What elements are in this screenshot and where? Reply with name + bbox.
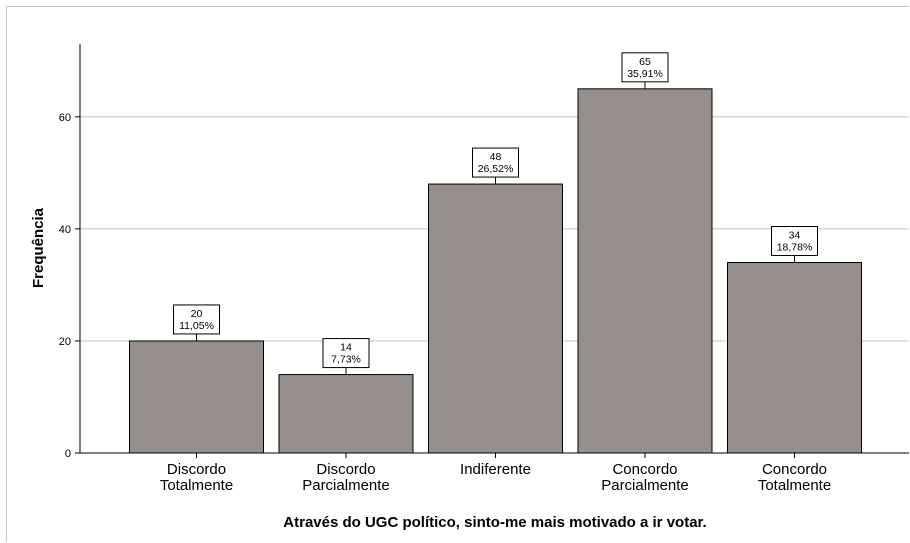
x-tick-label: Concordo xyxy=(762,461,827,478)
y-tick-label: 40 xyxy=(59,224,71,236)
x-tick-label: Parcialmente xyxy=(601,477,689,494)
bars xyxy=(129,88,862,454)
data-label-count: 65 xyxy=(639,56,651,68)
x-tick-label: Indiferente xyxy=(460,461,531,478)
x-axis-title: Através do UGC político, sinto-me mais m… xyxy=(283,514,706,531)
data-label-percent: 11,05% xyxy=(179,320,214,332)
x-tick-label: Totalmente xyxy=(160,477,233,494)
bar xyxy=(278,374,414,454)
data-label-box xyxy=(771,226,818,257)
data-label-percent: 18,78% xyxy=(777,242,813,254)
bar xyxy=(129,340,264,454)
bar xyxy=(428,183,563,454)
bar xyxy=(727,262,862,454)
y-tick-label: 0 xyxy=(65,448,71,460)
y-tick-label: 20 xyxy=(59,336,71,348)
data-label-box xyxy=(621,52,669,83)
data-label-box xyxy=(322,338,370,369)
data-label-percent: 7,73% xyxy=(331,354,361,366)
x-tick-label: Discordo xyxy=(167,461,226,478)
data-label-box xyxy=(173,304,220,335)
data-label-percent: 26,52% xyxy=(478,163,514,175)
y-axis-title: Frequência xyxy=(30,207,47,288)
data-label-count: 34 xyxy=(789,230,801,242)
data-label-box xyxy=(472,147,519,178)
axes: 0204060DiscordoTotalmenteDiscordoParcial… xyxy=(59,44,909,494)
data-label-count: 20 xyxy=(191,308,203,320)
x-tick-label: Discordo xyxy=(316,461,375,478)
x-tick-label: Totalmente xyxy=(758,477,831,494)
data-label-count: 14 xyxy=(340,342,352,354)
bar xyxy=(577,88,713,454)
data-label-count: 48 xyxy=(490,151,502,163)
y-tick-label: 60 xyxy=(59,112,71,124)
data-label-percent: 35,91% xyxy=(627,68,663,80)
x-tick-label: Parcialmente xyxy=(302,477,390,494)
x-tick-label: Concordo xyxy=(612,461,677,478)
